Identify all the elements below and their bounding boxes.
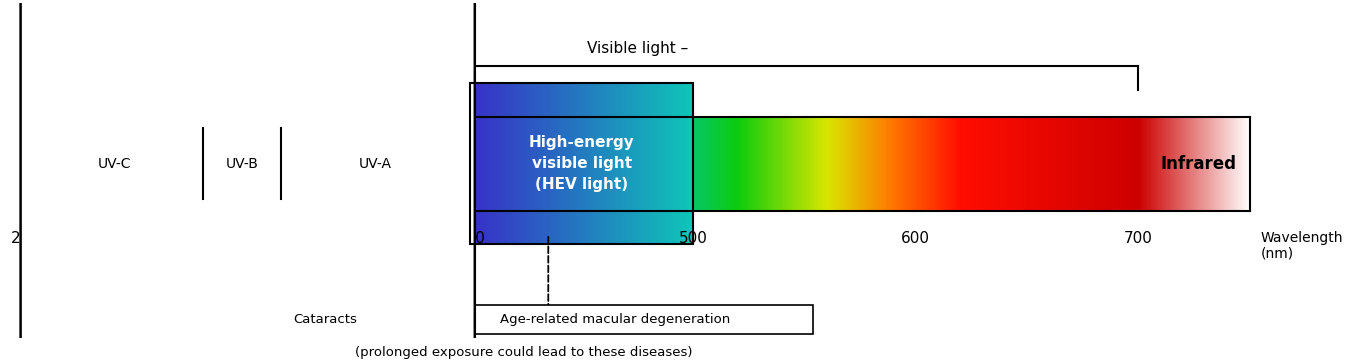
Text: 600: 600 xyxy=(902,231,930,246)
Text: Age-related macular degeneration: Age-related macular degeneration xyxy=(500,313,731,326)
Bar xyxy=(470,83,693,244)
Text: 700: 700 xyxy=(1124,231,1153,246)
Text: 500: 500 xyxy=(678,231,708,246)
Text: High-energy
visible light
(HEV light): High-energy visible light (HEV light) xyxy=(528,135,635,192)
Text: Wavelength
(nm): Wavelength (nm) xyxy=(1260,231,1343,261)
Bar xyxy=(235,305,417,334)
FancyBboxPatch shape xyxy=(20,0,474,360)
Text: 200: 200 xyxy=(11,231,39,246)
Text: Infrared: Infrared xyxy=(1161,155,1236,173)
Text: Visible light –: Visible light – xyxy=(586,41,687,57)
Text: (prolonged exposure could lead to these diseases): (prolonged exposure could lead to these … xyxy=(355,346,693,359)
Text: UV-B: UV-B xyxy=(225,157,259,171)
Text: UV-A: UV-A xyxy=(359,157,392,171)
Text: 300: 300 xyxy=(233,231,263,246)
Text: Ultraviolet: Ultraviolet xyxy=(198,65,298,83)
Text: Cataracts: Cataracts xyxy=(294,313,357,326)
Text: UV-C: UV-C xyxy=(97,157,131,171)
Bar xyxy=(417,305,813,334)
Text: 400: 400 xyxy=(456,231,485,246)
